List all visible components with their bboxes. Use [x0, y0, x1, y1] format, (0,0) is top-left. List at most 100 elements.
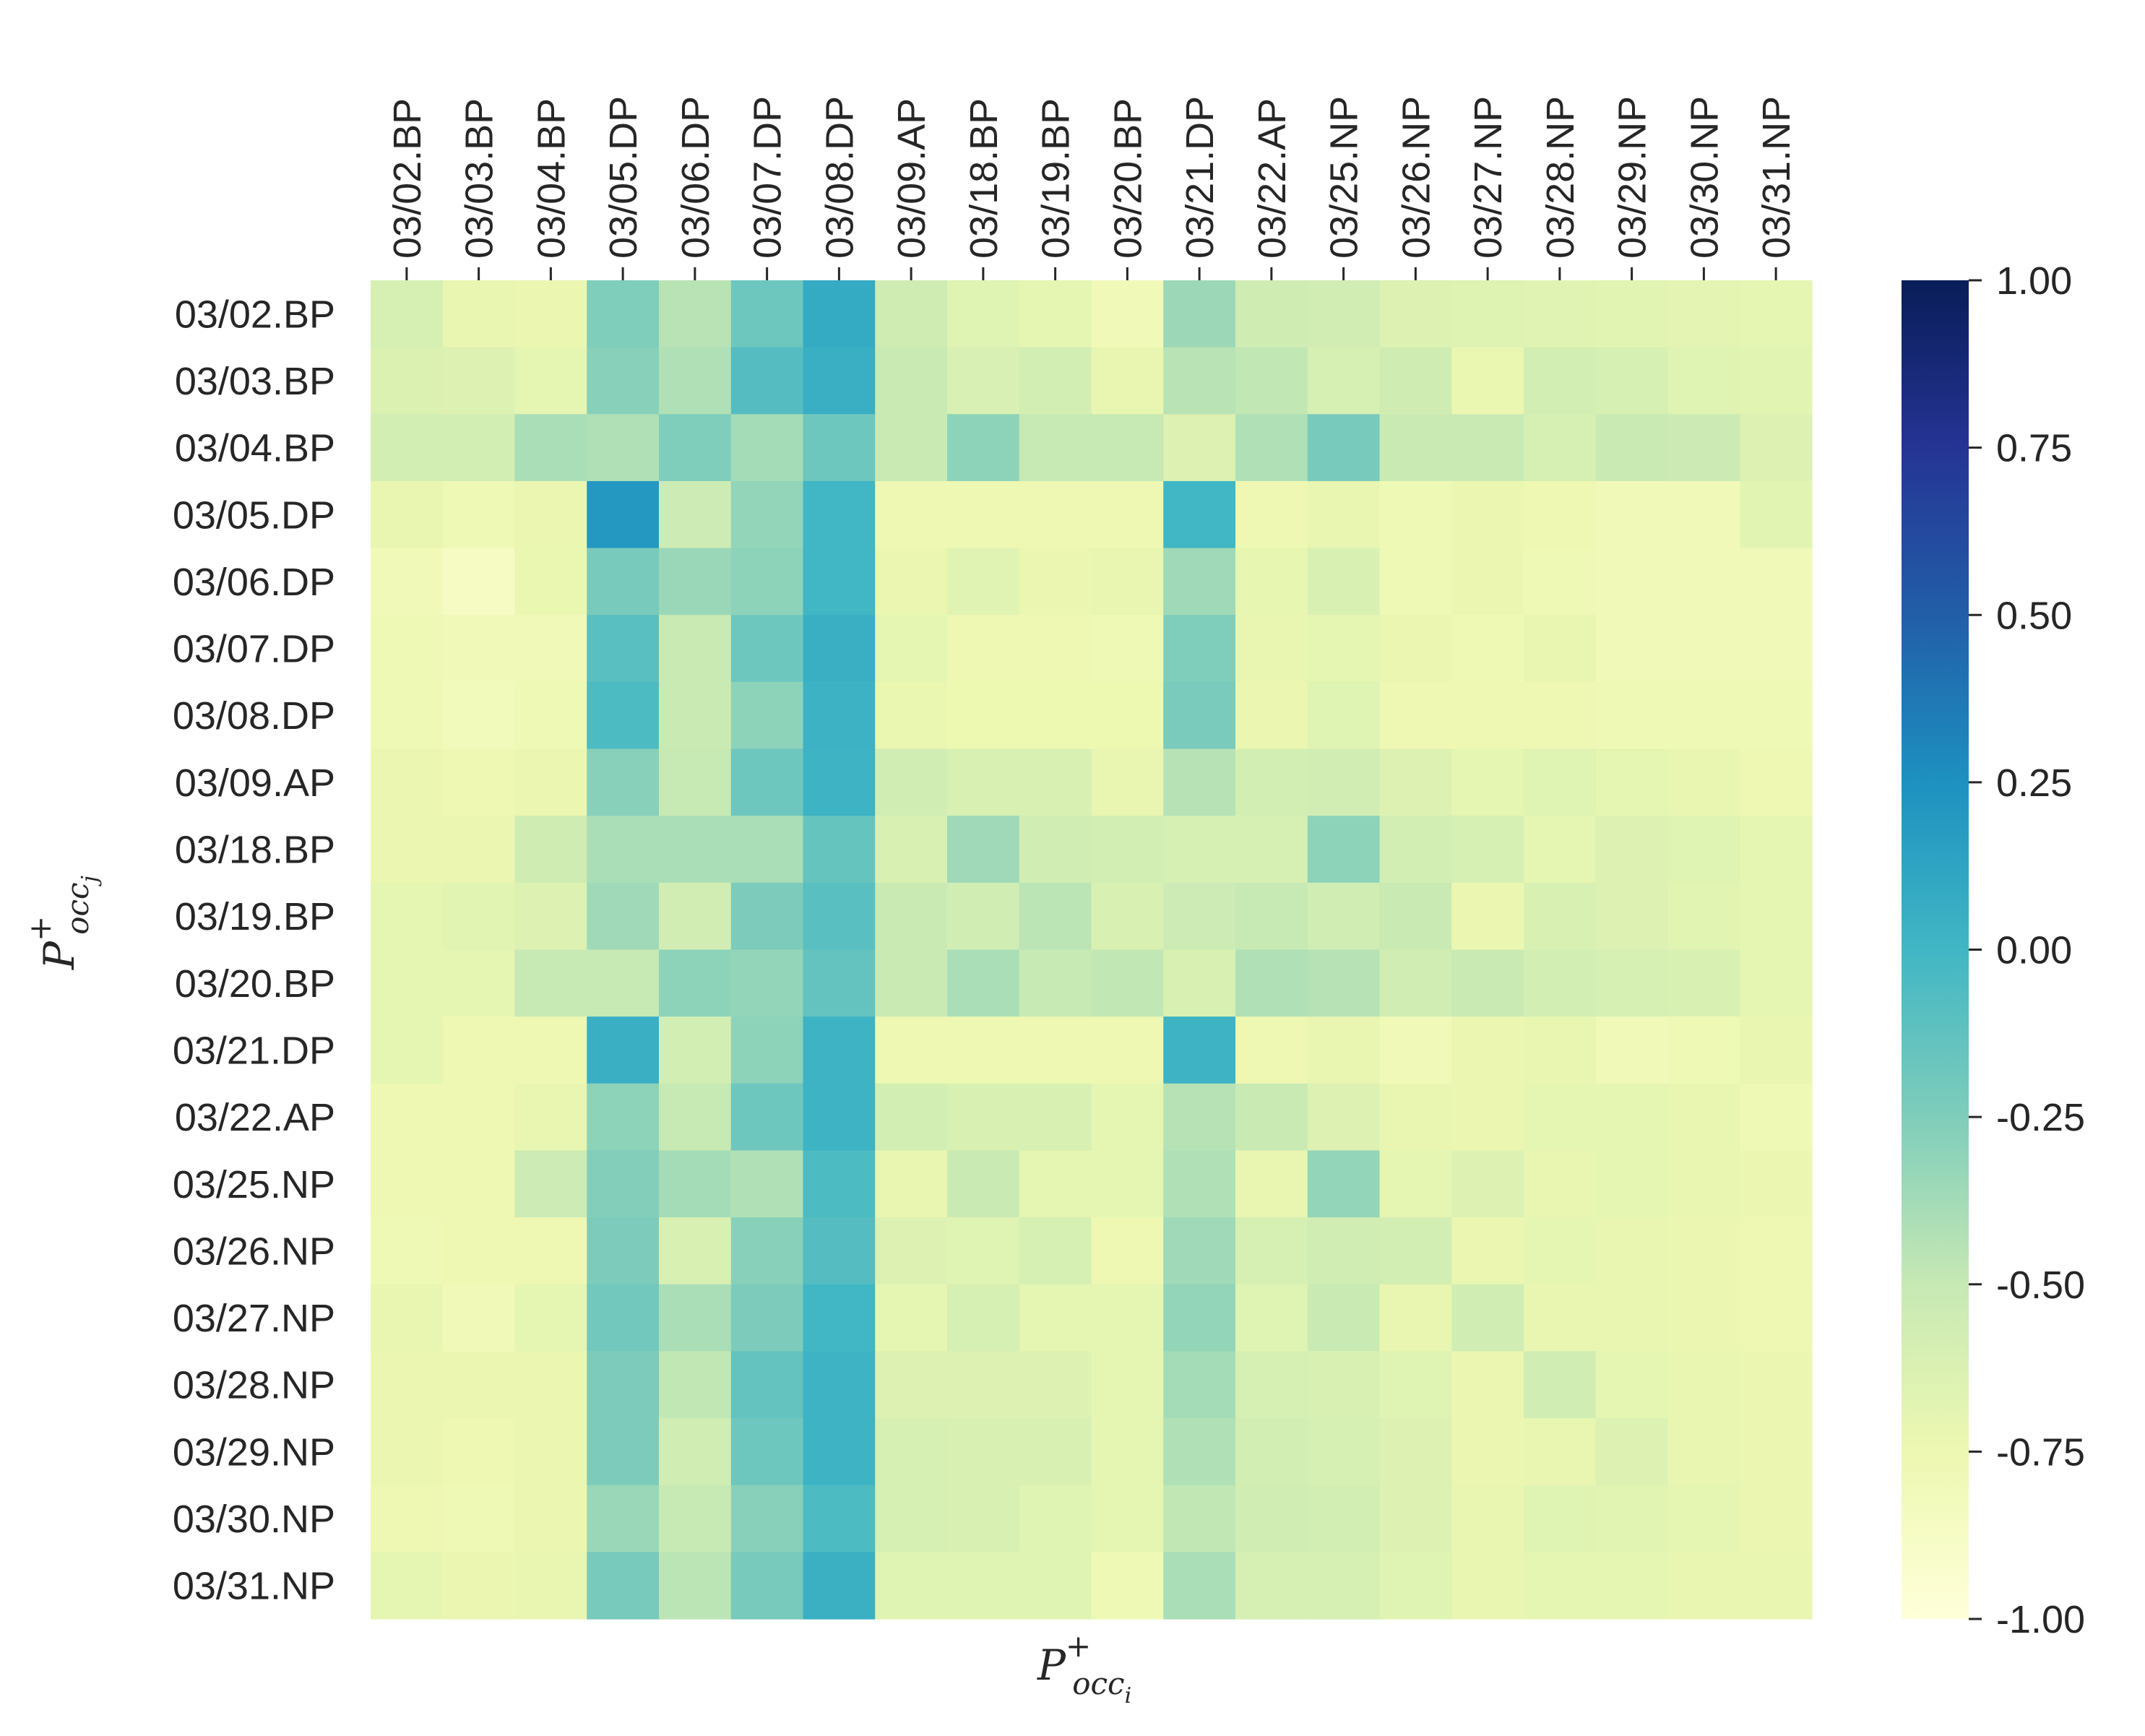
heatmap-cell: [1235, 1284, 1308, 1352]
heatmap-cell: [1307, 1418, 1381, 1486]
heatmap-cell: [1595, 480, 1669, 549]
heatmap-cell: [1451, 1552, 1524, 1620]
heatmap-cell: [1524, 1485, 1597, 1553]
heatmap-cell: [875, 1552, 948, 1620]
heatmap-cell: [371, 1552, 444, 1620]
heatmap-cell: [1307, 882, 1381, 951]
heatmap-cell: [1019, 681, 1092, 750]
heatmap-cell: [947, 1284, 1020, 1352]
heatmap-cell: [514, 816, 587, 884]
y-tick-label: 03/25.NP: [173, 1163, 335, 1206]
heatmap-cell: [442, 280, 516, 348]
heatmap-cell: [947, 882, 1020, 951]
heatmap-cell: [587, 1217, 660, 1285]
heatmap-cell: [1307, 1150, 1381, 1218]
heatmap-cell: [514, 1150, 587, 1218]
heatmap-cell: [587, 1150, 660, 1218]
heatmap-cell: [1091, 1418, 1164, 1486]
heatmap-cell: [947, 347, 1020, 415]
heatmap-cell: [803, 548, 876, 616]
heatmap-cell: [875, 280, 948, 348]
heatmap-cell: [1163, 1016, 1236, 1084]
heatmap-cell: [659, 1284, 732, 1352]
heatmap-cell: [1595, 949, 1669, 1017]
heatmap-cell: [659, 615, 732, 683]
heatmap-cell: [1091, 548, 1164, 616]
heatmap-cell: [1451, 816, 1524, 884]
heatmap-cell: [1235, 1217, 1308, 1285]
heatmap-cell: [1379, 1552, 1452, 1620]
heatmap-cell: [875, 1150, 948, 1218]
heatmap-cell: [659, 480, 732, 549]
heatmap-cell: [587, 280, 660, 348]
heatmap-cell: [1595, 414, 1669, 482]
heatmap-cell: [1163, 548, 1236, 616]
heatmap-cell: [1019, 548, 1092, 616]
heatmap-cell: [1451, 748, 1524, 816]
heatmap-cell: [1307, 748, 1381, 816]
colorbar-ticks: 1.00 0.75 0.50 0.25 0.00 -0.25 -0.50 -0.75 -1.00: [1969, 259, 2085, 1641]
heatmap-cell: [1091, 1351, 1164, 1419]
heatmap-cell: [1595, 1284, 1669, 1352]
heatmap-cell: [659, 548, 732, 616]
heatmap-cell: [659, 681, 732, 750]
heatmap-cell: [730, 480, 804, 549]
heatmap-cell: [1667, 615, 1740, 683]
heatmap-cell: [1379, 1217, 1452, 1285]
heatmap-cell: [1163, 280, 1236, 348]
heatmap-cell: [514, 1083, 587, 1152]
heatmap-cell: [1667, 748, 1740, 816]
heatmap-cell: [730, 949, 804, 1017]
heatmap-cell: [1451, 1418, 1524, 1486]
heatmap-cell: [1091, 949, 1164, 1017]
heatmap-cell: [659, 280, 732, 348]
heatmap-cell: [1307, 681, 1381, 750]
heatmap-cell: [947, 1150, 1020, 1218]
heatmap-cell: [803, 615, 876, 683]
heatmap-cell: [442, 414, 516, 482]
heatmap-cell: [587, 1016, 660, 1084]
heatmap-cell: [659, 816, 732, 884]
heatmap-cell: [1163, 1351, 1236, 1419]
y-tick-label: 03/07.DP: [173, 628, 335, 671]
heatmap-cell: [803, 1016, 876, 1084]
heatmap-cell: [1524, 615, 1597, 683]
heatmap-cell: [587, 414, 660, 482]
heatmap-cell: [371, 681, 444, 750]
heatmap-cell: [1163, 1217, 1236, 1285]
heatmap-cell: [1091, 1016, 1164, 1084]
heatmap-cell: [514, 949, 587, 1017]
heatmap-cell: [442, 347, 516, 415]
heatmap-cell: [1524, 1016, 1597, 1084]
heatmap-cell: [1235, 414, 1308, 482]
heatmap-cell: [730, 748, 804, 816]
heatmap-cell: [1235, 480, 1308, 549]
heatmap-cell: [1235, 615, 1308, 683]
heatmap-cell: [1595, 347, 1669, 415]
heatmap-cell: [1595, 1083, 1669, 1152]
heatmap-cell: [947, 414, 1020, 482]
heatmap-cell: [1740, 748, 1813, 816]
heatmap-cell: [1524, 548, 1597, 616]
heatmap-cell: [659, 1016, 732, 1084]
heatmap-cell: [442, 548, 516, 616]
y-tick-label: 03/19.BP: [175, 895, 335, 938]
heatmap-cell: [1740, 1418, 1813, 1486]
heatmap-cell: [1740, 1083, 1813, 1152]
heatmap-cell: [514, 347, 587, 415]
heatmap-cell: [730, 414, 804, 482]
heatmap-cell: [1740, 280, 1813, 348]
heatmap-cell: [1595, 1217, 1669, 1285]
heatmap-cell: [659, 882, 732, 951]
heatmap-cell: [1740, 480, 1813, 549]
heatmap-cell: [1019, 414, 1092, 482]
heatmap-cell: [659, 1351, 732, 1419]
x-tick-label: 03/02.BP: [386, 98, 429, 259]
heatmap-cell: [1091, 1552, 1164, 1620]
heatmap-cell: [371, 280, 444, 348]
heatmap-cell: [1019, 1552, 1092, 1620]
heatmap-cell: [1091, 615, 1164, 683]
heatmap-cell: [587, 748, 660, 816]
heatmap-cell: [1019, 1351, 1092, 1419]
heatmap-cell: [1667, 816, 1740, 884]
